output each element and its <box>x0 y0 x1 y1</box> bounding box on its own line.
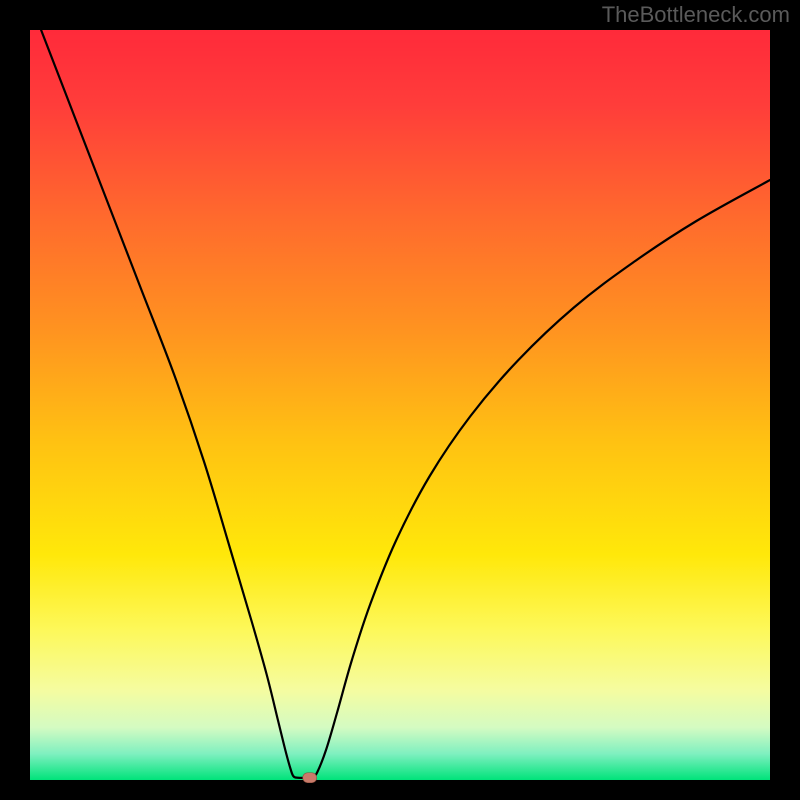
chart-container: TheBottleneck.com <box>0 0 800 800</box>
optimal-point-marker <box>303 773 317 783</box>
chart-plot-area <box>30 30 770 780</box>
bottleneck-chart-svg <box>0 0 800 800</box>
watermark-text: TheBottleneck.com <box>602 2 790 28</box>
